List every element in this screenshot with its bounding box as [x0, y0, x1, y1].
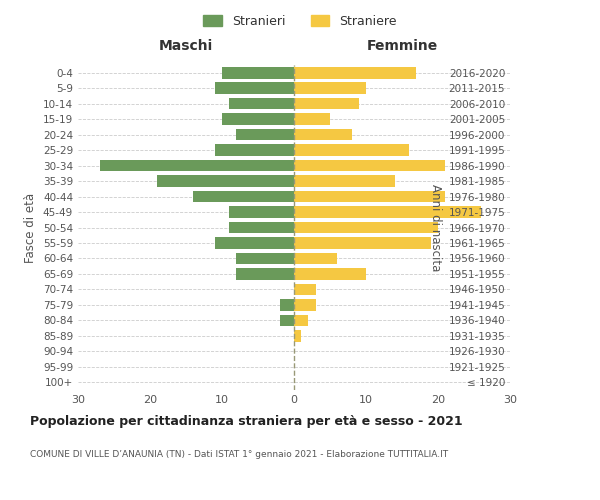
Bar [294, 330, 301, 342]
Bar [294, 160, 445, 172]
Bar [294, 237, 431, 249]
Bar [229, 98, 294, 110]
Bar [294, 314, 308, 326]
Bar [236, 129, 294, 140]
Bar [157, 176, 294, 187]
Legend: Stranieri, Straniere: Stranieri, Straniere [199, 11, 401, 32]
Y-axis label: Anni di nascita: Anni di nascita [429, 184, 442, 271]
Bar [222, 67, 294, 78]
Bar [294, 206, 481, 218]
Bar [294, 222, 438, 234]
Text: Popolazione per cittadinanza straniera per età e sesso - 2021: Popolazione per cittadinanza straniera p… [30, 415, 463, 428]
Bar [294, 268, 366, 280]
Bar [294, 82, 366, 94]
Bar [280, 314, 294, 326]
Bar [294, 284, 316, 295]
Bar [215, 237, 294, 249]
Bar [215, 144, 294, 156]
Bar [294, 299, 316, 310]
Text: COMUNE DI VILLE D’ANAUNIA (TN) - Dati ISTAT 1° gennaio 2021 - Elaborazione TUTTI: COMUNE DI VILLE D’ANAUNIA (TN) - Dati IS… [30, 450, 448, 459]
Bar [294, 129, 352, 140]
Y-axis label: Fasce di età: Fasce di età [25, 192, 37, 262]
Bar [222, 114, 294, 125]
Bar [229, 206, 294, 218]
Bar [193, 190, 294, 202]
Bar [294, 144, 409, 156]
Bar [236, 268, 294, 280]
Bar [294, 114, 330, 125]
Bar [294, 98, 359, 110]
Bar [294, 176, 395, 187]
Text: Femmine: Femmine [367, 38, 437, 52]
Bar [280, 299, 294, 310]
Bar [215, 82, 294, 94]
Bar [229, 222, 294, 234]
Bar [294, 67, 416, 78]
Text: Maschi: Maschi [159, 38, 213, 52]
Bar [294, 190, 445, 202]
Bar [294, 252, 337, 264]
Bar [100, 160, 294, 172]
Bar [236, 252, 294, 264]
